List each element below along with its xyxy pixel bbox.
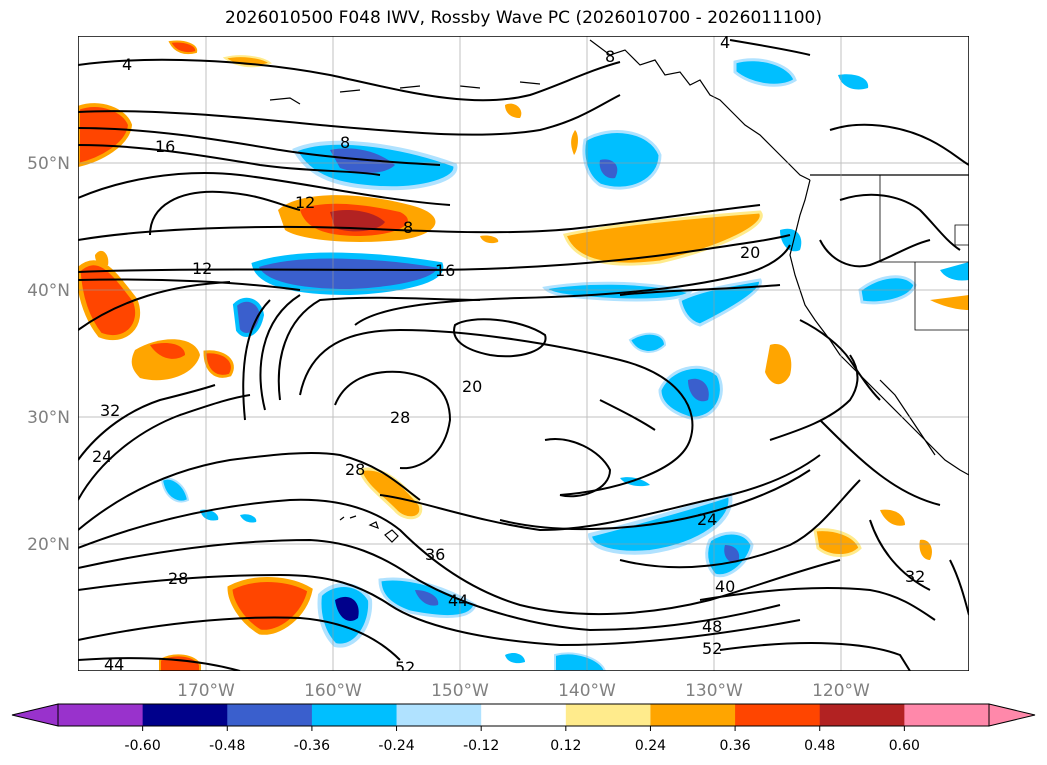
contour-label: 24	[697, 510, 717, 529]
colorbar-tick-label: 0.60	[889, 738, 920, 754]
lat-label-20n: 20°N	[27, 535, 70, 555]
colorbar-extend-low	[11, 703, 59, 727]
contour-label: 32	[905, 567, 925, 586]
contour-label: 36	[425, 545, 445, 564]
lon-label-170w: 170°W	[177, 681, 235, 701]
colorbar-segment	[227, 704, 313, 726]
contour-label: 8	[403, 218, 413, 237]
colorbar-segment	[650, 704, 736, 726]
shaded-anomalies	[78, 40, 969, 671]
colorbar-segment	[142, 704, 228, 726]
lat-label-30n: 30°N	[27, 408, 70, 428]
contour-label: 40	[715, 577, 735, 596]
map-panel: 4 8 16 8 12 8 12 16 20 20 28 32 24 28 28…	[78, 33, 969, 677]
colorbar-tick-label: 0.12	[550, 738, 581, 754]
colorbar-extend-high	[988, 703, 1036, 727]
contour-label: 20	[462, 377, 482, 396]
contour-labels: 4 8 16 8 12 8 12 16 20 20 28 32 24 28 28…	[92, 33, 925, 677]
lon-label-130w: 130°W	[685, 681, 743, 701]
lon-label-120w: 120°W	[812, 681, 870, 701]
colorbar-segment	[904, 704, 990, 726]
colorbar-segment	[311, 704, 398, 726]
lat-label-50n: 50°N	[27, 154, 70, 174]
colorbar: -0.60 -0.48 -0.36 -0.24 -0.12 0.12 0.24 0.36 0.4…	[11, 703, 1036, 754]
colorbar-tick-label: -0.60	[125, 738, 161, 754]
contour-label: 8	[605, 47, 615, 66]
iwv-contours	[78, 39, 969, 671]
contour-label: 44	[104, 655, 124, 674]
map-title: 2026010500 F048 IWV, Rossby Wave PC (202…	[225, 8, 822, 28]
colorbar-tick-label: 0.36	[720, 738, 751, 754]
contour-label: 48	[702, 617, 722, 636]
longitude-labels: 170°W 160°W 150°W 140°W 130°W 120°W	[177, 681, 870, 701]
colorbar-segment	[819, 704, 905, 726]
colorbar-tick-label: -0.36	[294, 738, 330, 754]
lon-label-150w: 150°W	[431, 681, 489, 701]
contour-label: 12	[295, 193, 315, 212]
colorbar-segment	[481, 704, 567, 726]
colorbar-tick-label: 0.48	[804, 738, 835, 754]
contour-label: 32	[100, 401, 120, 420]
contour-label: 16	[435, 261, 455, 280]
contour-label: 12	[192, 259, 212, 278]
contour-label: 52	[395, 658, 415, 677]
lon-label-140w: 140°W	[558, 681, 616, 701]
contour-label: 8	[340, 133, 350, 152]
colorbar-tick-label: -0.24	[378, 738, 414, 754]
contour-label: 20	[740, 243, 760, 262]
contour-label: 16	[155, 137, 175, 156]
contour-label: 44	[448, 591, 468, 610]
latitude-labels: 50°N 40°N 30°N 20°N	[27, 154, 70, 555]
colorbar-tick-label: -0.48	[209, 738, 245, 754]
contour-label: 28	[390, 408, 410, 427]
contour-label: 4	[720, 33, 730, 52]
lat-label-40n: 40°N	[27, 281, 70, 301]
contour-label: 28	[168, 569, 188, 588]
colorbar-segments	[58, 704, 990, 726]
colorbar-segment	[58, 704, 144, 726]
contour-label: 4	[122, 55, 132, 74]
lon-label-160w: 160°W	[304, 681, 362, 701]
contour-label: 52	[702, 639, 722, 658]
colorbar-tick-label: 0.24	[635, 738, 666, 754]
colorbar-tick-label: -0.12	[463, 738, 499, 754]
contour-label: 24	[92, 447, 112, 466]
colorbar-ticks: -0.60 -0.48 -0.36 -0.24 -0.12 0.12 0.24 0.36 0.4…	[125, 726, 920, 754]
contour-label: 28	[345, 460, 365, 479]
colorbar-segment	[735, 704, 821, 726]
colorbar-segment	[565, 704, 651, 726]
colorbar-segment	[396, 704, 482, 726]
gridlines	[78, 36, 969, 671]
